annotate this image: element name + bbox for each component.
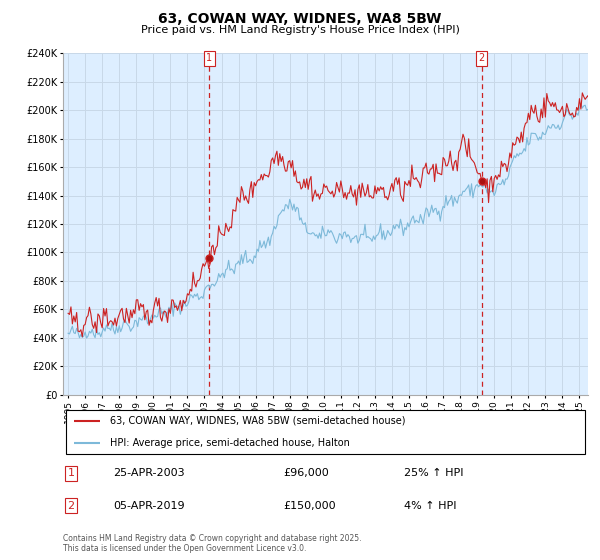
- Text: £96,000: £96,000: [284, 468, 329, 478]
- Text: 1: 1: [67, 468, 74, 478]
- Text: £150,000: £150,000: [284, 501, 336, 511]
- FancyBboxPatch shape: [65, 410, 586, 454]
- Text: HPI: Average price, semi-detached house, Halton: HPI: Average price, semi-detached house,…: [110, 438, 350, 448]
- Text: 2: 2: [479, 53, 485, 63]
- Text: 05-APR-2019: 05-APR-2019: [113, 501, 185, 511]
- Text: 25-APR-2003: 25-APR-2003: [113, 468, 185, 478]
- Text: 1: 1: [206, 53, 212, 63]
- Text: 4% ↑ HPI: 4% ↑ HPI: [404, 501, 457, 511]
- Text: 2: 2: [67, 501, 74, 511]
- Text: 63, COWAN WAY, WIDNES, WA8 5BW (semi-detached house): 63, COWAN WAY, WIDNES, WA8 5BW (semi-det…: [110, 416, 406, 426]
- Text: 25% ↑ HPI: 25% ↑ HPI: [404, 468, 464, 478]
- Text: 63, COWAN WAY, WIDNES, WA8 5BW: 63, COWAN WAY, WIDNES, WA8 5BW: [158, 12, 442, 26]
- Text: Contains HM Land Registry data © Crown copyright and database right 2025.
This d: Contains HM Land Registry data © Crown c…: [63, 534, 361, 553]
- Text: Price paid vs. HM Land Registry's House Price Index (HPI): Price paid vs. HM Land Registry's House …: [140, 25, 460, 35]
